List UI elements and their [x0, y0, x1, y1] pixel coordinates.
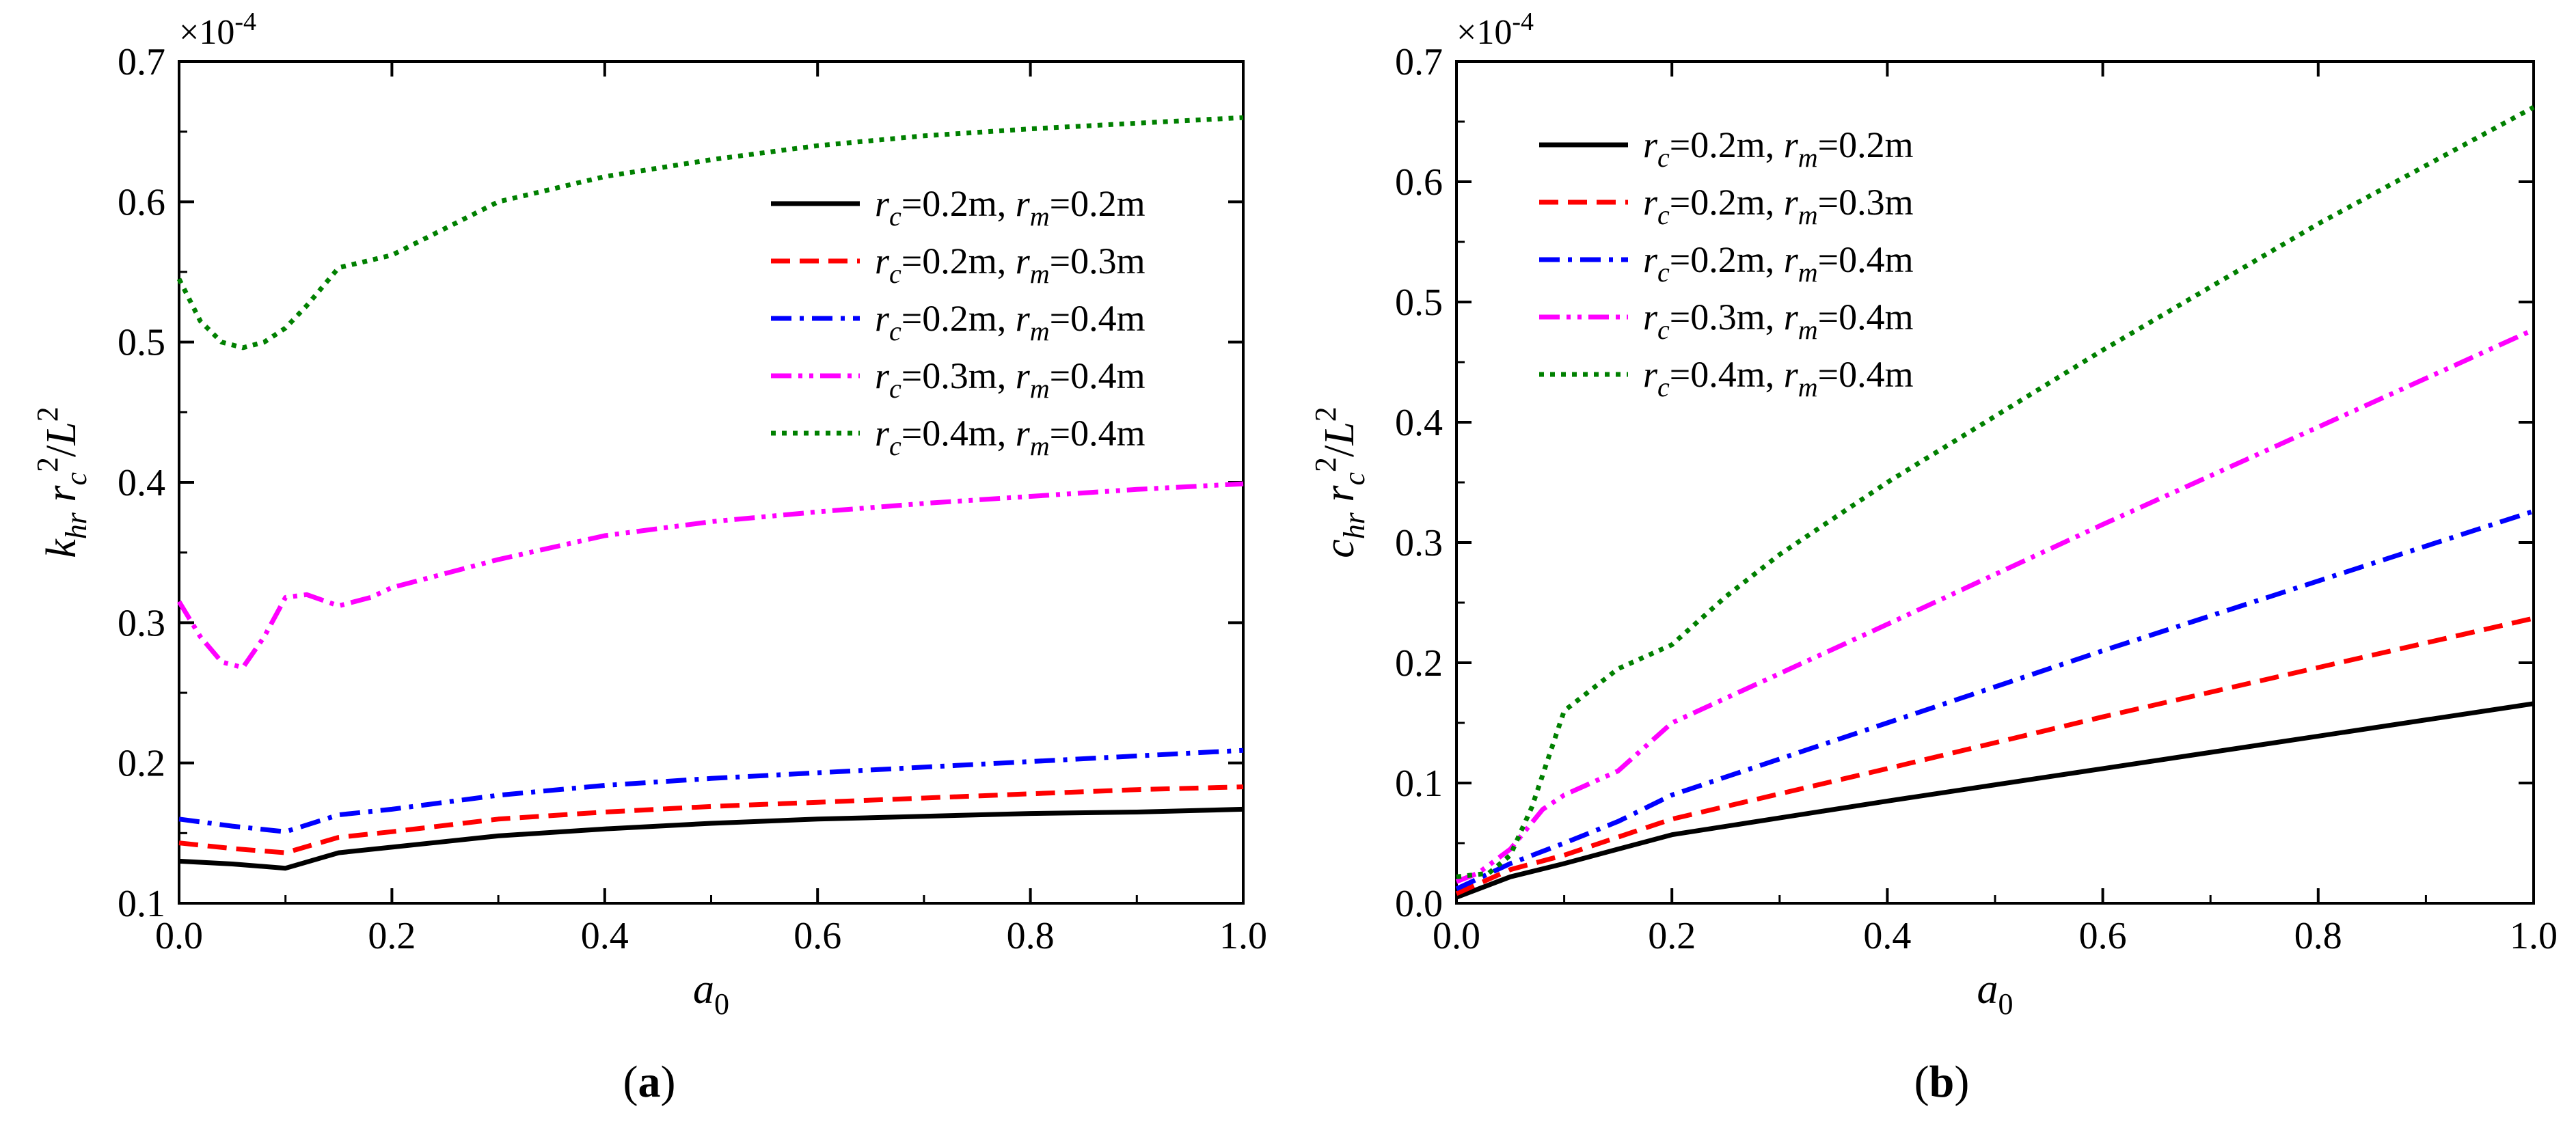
- series-line-04m-04m: [176, 115, 1244, 351]
- series-line-03m-04m: [1455, 327, 2535, 884]
- x-axis-label: a0: [1977, 966, 2014, 1021]
- y-tick-label: 0.4: [1395, 402, 1443, 444]
- legend-entry: rc=0.3m, rm=0.4m: [875, 355, 1145, 404]
- panel-b: 0.0 0.2 0.4 0.6 0.8 1.0 0.0 0.1 0.2 0.3 0.4 0.5 0.6 0…: [1309, 8, 2558, 1107]
- legend-entry: rc=0.2m, rm=0.3m: [1643, 182, 1914, 230]
- x-tick-label: 0.0: [1433, 915, 1480, 957]
- y-tick-label: 0.5: [118, 322, 165, 364]
- y-tick-label: 0.2: [1395, 642, 1443, 685]
- scale-multiplier: ×10-4: [179, 8, 256, 52]
- x-tick-label: 1.0: [2510, 915, 2558, 957]
- y-axis-label: k_hr r_c^2 / L^2khr rc2/L2: [31, 407, 93, 558]
- y-tick-label: 0.2: [118, 743, 165, 785]
- series-line-02m-03m: [1455, 616, 2534, 896]
- x-tick-label: 1.0: [1219, 915, 1267, 957]
- legend-entry: rc=0.3m, rm=0.4m: [1643, 297, 1914, 345]
- scale-multiplier: ×10-4: [1456, 8, 1534, 52]
- x-tick-label: 0.6: [2079, 915, 2127, 957]
- x-tick-label: 0.2: [368, 915, 416, 957]
- series-line-02m-02m: [1455, 701, 2534, 900]
- y-tick-label: 0.7: [1395, 41, 1443, 83]
- panel-a: 0.0 0.2 0.4 0.6 0.8 1.0 0.1 0.2 0.3 0.4 0.5 0.6 0.7 ×…: [31, 8, 1267, 1107]
- legend-entry: rc=0.4m, rm=0.4m: [875, 413, 1145, 461]
- y-tick-label: 0.5: [1395, 282, 1443, 324]
- x-tick-label: 0.8: [2294, 915, 2342, 957]
- y-tick-label: 0.1: [118, 883, 165, 925]
- y-tick-label: 0.6: [1395, 161, 1443, 204]
- panel-label: (b)(b): [1914, 1057, 1970, 1107]
- series-line-02m-03m: [178, 784, 1244, 855]
- series-line-04m-04m: [1456, 105, 2535, 879]
- legend-entry: rc=0.2m, rm=0.4m: [875, 298, 1145, 346]
- x-tick-label: 0.2: [1648, 915, 1696, 957]
- legend-entry: rc=0.2m, rm=0.3m: [875, 241, 1145, 289]
- series-line-02m-04m: [1455, 508, 2535, 892]
- x-tick-label: 0.0: [155, 915, 203, 957]
- x-tick-label: 0.4: [581, 915, 629, 957]
- legend-entry: rc=0.2m, rm=0.4m: [1643, 239, 1914, 288]
- x-tick-label: 0.6: [794, 915, 841, 957]
- plot-frame: [1455, 60, 2535, 905]
- y-tick-label: 0.1: [1395, 763, 1443, 805]
- legend-entry: rc=0.4m, rm=0.4m: [1643, 354, 1914, 402]
- y-tick-label: 0.3: [118, 602, 165, 644]
- y-tick-label: 0.3: [1395, 522, 1443, 564]
- y-tick-label: 0.7: [118, 41, 165, 83]
- panel-label: (a)(a): [623, 1057, 676, 1107]
- legend-entry: rc=0.2m, rm=0.2m: [1643, 124, 1914, 173]
- series-line-02m-02m: [178, 806, 1244, 871]
- legend-entry: rc=0.2m, rm=0.2m: [875, 183, 1145, 232]
- x-axis-label: a0: [693, 966, 729, 1021]
- y-tick-label: 0.0: [1395, 883, 1443, 925]
- x-tick-label: 0.4: [1863, 915, 1911, 957]
- y-axis-label: c_hr r_c^2 / L^2chr rc2/L2: [1309, 407, 1371, 558]
- y-tick-label: 0.6: [118, 181, 165, 223]
- series-line-03m-04m: [177, 481, 1244, 670]
- x-tick-label: 0.8: [1007, 915, 1055, 957]
- y-tick-label: 0.4: [118, 462, 165, 504]
